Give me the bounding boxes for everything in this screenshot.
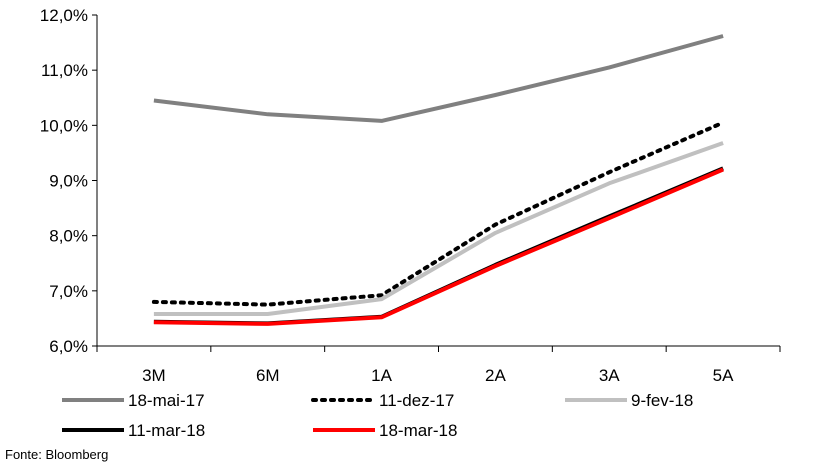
- x-tick-label: 6M: [256, 366, 280, 385]
- x-tick-label: 5A: [713, 366, 734, 385]
- series-line-1: [151, 120, 726, 307]
- x-tick-label: 1A: [371, 366, 392, 385]
- y-tick-label: 10,0%: [40, 116, 88, 135]
- y-tick-label: 11,0%: [41, 61, 88, 80]
- legend-label-2: 9-fev-18: [631, 391, 693, 410]
- legend: 18-mai-17 11-dez-17 9-fev-18 11-mar-18 18-ma…: [62, 391, 693, 440]
- y-tick-label: 6,0%: [49, 337, 88, 356]
- legend-label-0: 18-mai-17: [128, 391, 205, 410]
- y-tick-label: 7,0%: [49, 282, 88, 301]
- y-tick-label: 8,0%: [49, 227, 88, 246]
- legend-label-1: 11-dez-17: [379, 391, 454, 410]
- series-layer: [151, 34, 726, 326]
- series-line-4: [153, 167, 724, 326]
- y-tick-label: 12,0%: [40, 6, 88, 25]
- legend-label-3: 11-mar-18: [128, 421, 205, 440]
- x-tick-label: 3M: [142, 366, 166, 385]
- x-tick-label: 2A: [485, 366, 506, 385]
- series-line-0: [153, 34, 724, 123]
- axes: 6,0% 7,0% 8,0% 9,0% 10,0% 11,0% 12,0% 3M 6M 1A 2A 3…: [40, 6, 781, 385]
- y-tick-label: 9,0%: [49, 172, 88, 191]
- legend-label-4: 18-mar-18: [379, 421, 457, 440]
- source-note: Fonte: Bloomberg: [5, 447, 109, 462]
- x-tick-label: 3A: [599, 366, 620, 385]
- series-line-3: [153, 166, 724, 326]
- series-line-2: [153, 141, 724, 316]
